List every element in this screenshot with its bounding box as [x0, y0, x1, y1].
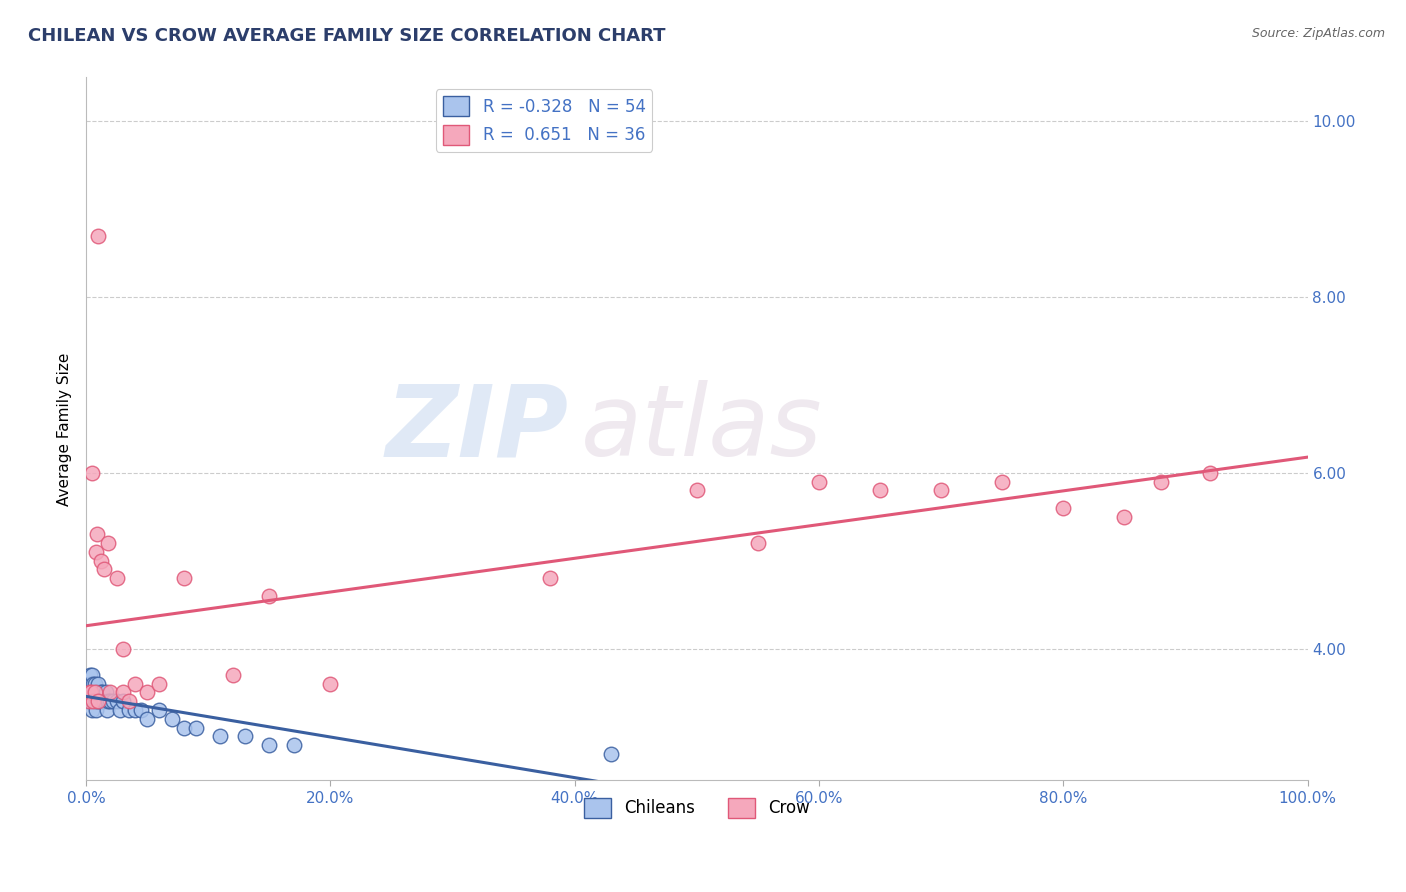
Point: [136, 712, 159, 726]
Point: [111, 685, 134, 699]
Point: [83, 676, 105, 690]
Point: [808, 475, 831, 489]
Point: [79, 668, 101, 682]
Text: atlas: atlas: [581, 380, 823, 477]
Point: [87, 694, 110, 708]
Point: [97, 536, 120, 550]
Point: [82, 466, 104, 480]
Point: [1150, 475, 1173, 489]
Point: [600, 747, 623, 761]
Point: [129, 703, 152, 717]
Point: [93, 694, 115, 708]
Point: [86, 694, 108, 708]
Point: [91, 685, 114, 699]
Point: [77, 694, 100, 708]
Point: [80, 694, 103, 708]
Point: [100, 685, 122, 699]
Point: [173, 721, 195, 735]
Point: [111, 641, 134, 656]
Point: [110, 703, 132, 717]
Point: [991, 475, 1014, 489]
Point: [80, 676, 103, 690]
Point: [79, 685, 101, 699]
Point: [83, 685, 105, 699]
Point: [101, 694, 124, 708]
Point: [747, 536, 769, 550]
Point: [82, 685, 104, 699]
Point: [124, 676, 146, 690]
Point: [124, 703, 146, 717]
Point: [89, 694, 111, 708]
Text: Source: ZipAtlas.com: Source: ZipAtlas.com: [1251, 27, 1385, 40]
Point: [118, 694, 141, 708]
Point: [76, 685, 98, 699]
Point: [86, 685, 108, 699]
Point: [84, 694, 107, 708]
Point: [83, 694, 105, 708]
Point: [82, 694, 104, 708]
Point: [84, 685, 107, 699]
Point: [136, 685, 159, 699]
Point: [82, 694, 104, 708]
Legend: Chileans, Crow: Chileans, Crow: [578, 791, 817, 825]
Point: [259, 589, 281, 603]
Point: [86, 527, 108, 541]
Point: [87, 228, 110, 243]
Text: ZIP: ZIP: [385, 380, 568, 477]
Point: [84, 703, 107, 717]
Point: [94, 685, 117, 699]
Point: [118, 703, 141, 717]
Point: [184, 721, 207, 735]
Point: [233, 730, 256, 744]
Point: [83, 685, 105, 699]
Point: [1052, 500, 1074, 515]
Point: [173, 571, 195, 585]
Point: [538, 571, 561, 585]
Point: [77, 676, 100, 690]
Point: [209, 730, 232, 744]
Point: [80, 685, 103, 699]
Y-axis label: Average Family Size: Average Family Size: [58, 352, 72, 506]
Point: [259, 738, 281, 752]
Point: [1199, 466, 1222, 480]
Point: [686, 483, 709, 498]
Point: [93, 562, 115, 576]
Point: [76, 694, 98, 708]
Point: [91, 694, 114, 708]
Point: [97, 694, 120, 708]
Point: [869, 483, 891, 498]
Point: [283, 738, 305, 752]
Point: [82, 685, 104, 699]
Point: [87, 676, 110, 690]
Point: [1114, 509, 1136, 524]
Point: [105, 571, 128, 585]
Point: [160, 712, 183, 726]
Point: [221, 668, 243, 682]
Point: [319, 676, 342, 690]
Point: [96, 703, 118, 717]
Point: [148, 676, 170, 690]
Text: CHILEAN VS CROW AVERAGE FAMILY SIZE CORRELATION CHART: CHILEAN VS CROW AVERAGE FAMILY SIZE CORR…: [28, 27, 665, 45]
Point: [87, 685, 110, 699]
Point: [80, 685, 103, 699]
Point: [90, 554, 112, 568]
Point: [929, 483, 952, 498]
Point: [77, 694, 100, 708]
Point: [84, 545, 107, 559]
Point: [82, 668, 104, 682]
Point: [82, 703, 104, 717]
Point: [111, 694, 134, 708]
Point: [82, 676, 104, 690]
Point: [79, 694, 101, 708]
Point: [79, 685, 101, 699]
Point: [90, 685, 112, 699]
Point: [77, 685, 100, 699]
Point: [148, 703, 170, 717]
Point: [100, 694, 122, 708]
Point: [82, 694, 104, 708]
Point: [105, 694, 128, 708]
